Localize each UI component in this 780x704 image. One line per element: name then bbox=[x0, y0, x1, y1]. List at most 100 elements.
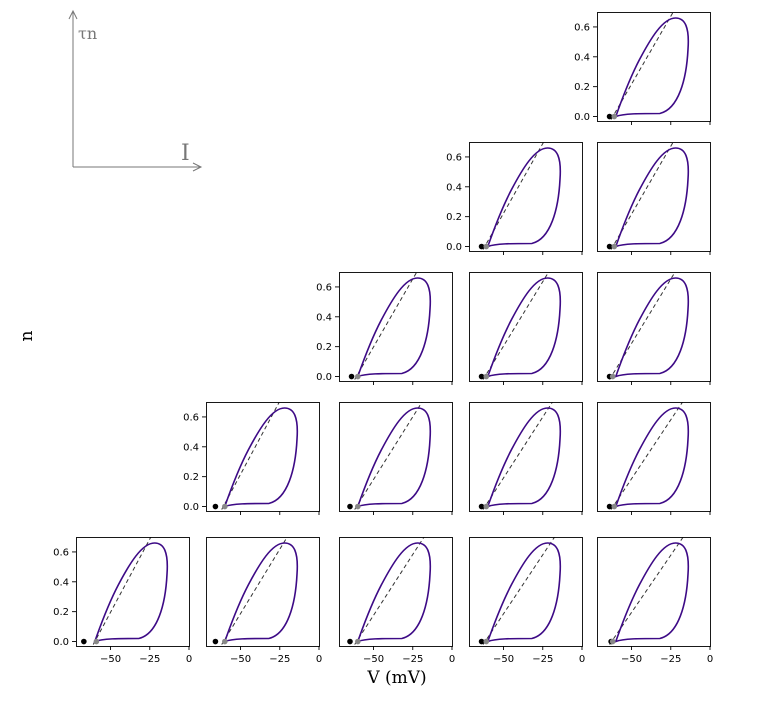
nullcline-line bbox=[221, 537, 288, 645]
threshold-point bbox=[483, 503, 490, 510]
threshold-point bbox=[355, 373, 361, 380]
rest-point bbox=[478, 243, 485, 250]
limit-cycle-curve bbox=[356, 407, 432, 508]
threshold-point bbox=[609, 638, 616, 645]
x-tick-label: −25 bbox=[139, 654, 160, 665]
panel-frame bbox=[597, 142, 711, 252]
y-tick-label: 0.0 bbox=[316, 372, 332, 383]
limit-cycle-curve bbox=[614, 542, 690, 643]
limit-cycle-curve bbox=[486, 147, 562, 248]
panel-4-1: −50 −25 0 bbox=[206, 537, 322, 665]
x-tick-label: −25 bbox=[532, 654, 553, 665]
y-tick-label: 0.4 bbox=[574, 52, 590, 63]
x-tick-label: 0 bbox=[316, 654, 322, 665]
limit-cycle-curve bbox=[93, 542, 169, 643]
panel-4-3: −50 −25 0 bbox=[469, 537, 585, 665]
x-tick-label: 0 bbox=[186, 654, 192, 665]
panel-4-0: −50 −25 0 0.0 0.2 0.4 0.6 bbox=[53, 537, 192, 665]
y-tick-label: 0.6 bbox=[316, 282, 332, 293]
panel-frame bbox=[597, 12, 711, 122]
limit-cycle-curve bbox=[486, 542, 562, 643]
x-tick-label: −50 bbox=[493, 654, 514, 665]
x-tick-label: −50 bbox=[230, 654, 251, 665]
panel-2-4 bbox=[597, 272, 711, 385]
rest-point bbox=[348, 373, 355, 380]
x-tick-label: −25 bbox=[660, 654, 681, 665]
panel-plot-area bbox=[606, 272, 690, 380]
rest-point bbox=[212, 503, 219, 510]
rest-point bbox=[478, 373, 485, 380]
panel-3-4 bbox=[597, 402, 711, 515]
threshold-point bbox=[611, 503, 618, 510]
panel-frame bbox=[469, 402, 583, 512]
y-tick-label: 0.6 bbox=[446, 152, 462, 163]
threshold-point bbox=[355, 503, 361, 510]
nullcline-line bbox=[609, 537, 684, 645]
x-axis-label: V (mV) bbox=[366, 668, 426, 688]
panel-3-3 bbox=[469, 402, 583, 515]
rest-point bbox=[478, 503, 485, 510]
nullcline-line bbox=[609, 272, 676, 380]
inset-y-label: τn bbox=[78, 24, 97, 43]
x-tick-label: 0 bbox=[579, 654, 585, 665]
panel-frame bbox=[206, 402, 320, 512]
y-tick-label: 0.0 bbox=[183, 502, 199, 513]
y-tick-label: 0.0 bbox=[53, 637, 69, 648]
threshold-point bbox=[355, 638, 361, 645]
y-tick-label: 0.4 bbox=[446, 182, 462, 193]
nullcline-line bbox=[610, 402, 684, 510]
rest-point bbox=[347, 503, 353, 510]
y-tick-label: 0.4 bbox=[316, 312, 332, 323]
limit-cycle-curve bbox=[356, 542, 432, 643]
x-tick-label: −25 bbox=[402, 654, 423, 665]
limit-cycle-curve bbox=[614, 407, 690, 508]
nullcline-line bbox=[610, 12, 674, 120]
panel-frame bbox=[469, 537, 583, 647]
threshold-point bbox=[483, 373, 490, 380]
panel-plot-area bbox=[608, 537, 690, 645]
x-tick-label: 0 bbox=[449, 654, 455, 665]
y-tick-label: 0.2 bbox=[446, 212, 462, 223]
threshold-point bbox=[611, 113, 618, 120]
panel-plot-area bbox=[606, 402, 690, 510]
panel-4-2: −50 −25 0 bbox=[339, 537, 455, 665]
nullcline-line bbox=[482, 272, 550, 380]
inset-diagram: τn I bbox=[68, 9, 203, 172]
threshold-point bbox=[483, 243, 490, 250]
panel-2-2: 0.0 0.2 0.4 0.6 bbox=[316, 272, 453, 385]
panel-plot-area bbox=[347, 402, 432, 510]
x-tick-label: 0 bbox=[707, 654, 713, 665]
inset-x-arrow-icon bbox=[192, 162, 203, 172]
panel-plot-area bbox=[478, 402, 562, 510]
limit-cycle-curve bbox=[614, 17, 690, 118]
rest-point bbox=[606, 113, 613, 120]
panel-plot-area bbox=[348, 272, 432, 380]
y-tick-label: 0.6 bbox=[53, 547, 69, 558]
panel-1-4 bbox=[597, 142, 711, 255]
panel-frame bbox=[469, 142, 583, 252]
nullcline-line bbox=[482, 142, 545, 250]
nullcline-line bbox=[482, 402, 554, 510]
x-tick-label: −50 bbox=[621, 654, 642, 665]
limit-cycle-curve bbox=[486, 407, 562, 508]
panel-2-3 bbox=[469, 272, 583, 385]
y-tick-label: 0.0 bbox=[446, 242, 462, 253]
limit-cycle-curve bbox=[223, 407, 299, 508]
inset-x-label: I bbox=[181, 141, 190, 166]
panel-frame bbox=[597, 272, 711, 382]
panel-plot-area bbox=[212, 537, 299, 645]
rest-point bbox=[606, 503, 613, 510]
threshold-point bbox=[609, 373, 616, 380]
y-axis-label: n bbox=[17, 330, 37, 341]
threshold-point bbox=[611, 243, 618, 250]
limit-cycle-curve bbox=[223, 542, 299, 643]
panel-frame bbox=[597, 402, 711, 512]
limit-cycle-curve bbox=[356, 277, 432, 378]
nullcline-line bbox=[354, 402, 423, 510]
panel-plot-area bbox=[81, 537, 169, 645]
panel-frame bbox=[597, 537, 711, 647]
limit-cycle-curve bbox=[614, 277, 690, 378]
panel-frame bbox=[339, 402, 453, 512]
rest-point bbox=[212, 638, 219, 645]
